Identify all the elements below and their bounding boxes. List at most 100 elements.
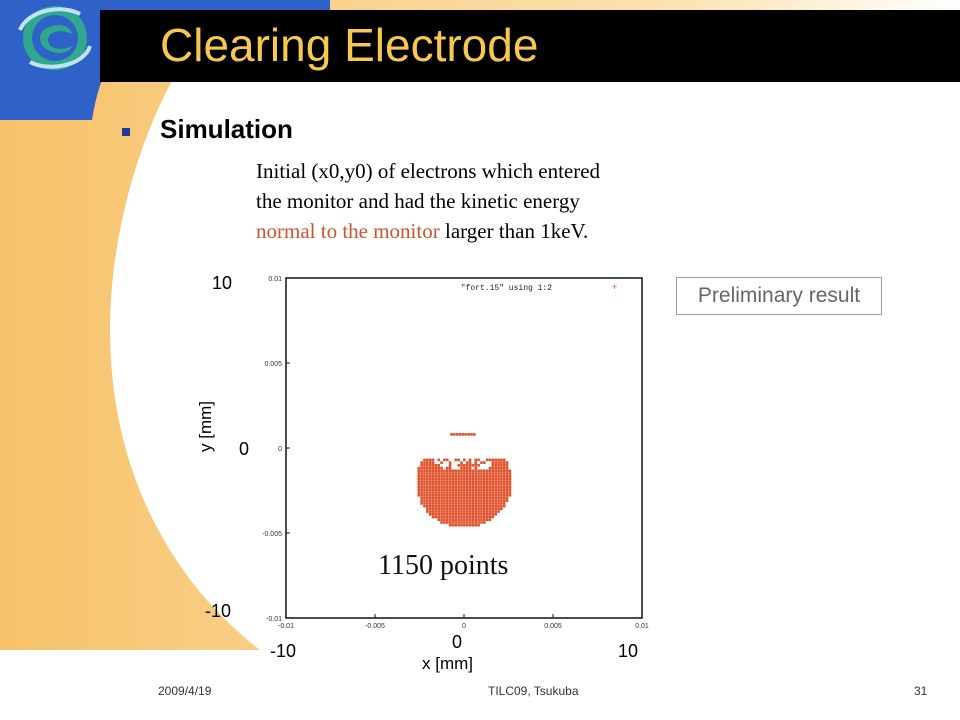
scatter-point <box>448 518 452 522</box>
scatter-point <box>423 458 426 462</box>
scatter-point <box>477 507 480 511</box>
scatter-point <box>420 485 423 489</box>
scatter-point <box>471 488 475 492</box>
scatter-point <box>448 510 452 513</box>
scatter-point <box>445 483 449 486</box>
scatter-point <box>491 483 495 486</box>
scatter-point <box>463 499 466 502</box>
scatter-point <box>437 510 441 513</box>
scatter-point <box>457 472 460 475</box>
scatter-point <box>505 485 509 489</box>
scatter-point <box>440 461 443 464</box>
scatter-point <box>468 477 472 481</box>
scatter-point <box>502 488 506 492</box>
scatter-point <box>448 485 452 489</box>
scatter-point <box>474 461 478 464</box>
scatter-point <box>443 472 446 475</box>
scatter-point <box>454 469 458 473</box>
scatter-point <box>460 521 463 524</box>
scatter-point <box>485 513 489 516</box>
scatter-point <box>451 485 455 489</box>
scatter-point <box>457 518 460 522</box>
scatter-point <box>431 480 435 483</box>
scatter-point <box>491 510 495 513</box>
scatter-point <box>488 485 492 489</box>
scatter-point <box>437 466 441 470</box>
scatter-point <box>471 510 475 513</box>
scatter-point <box>443 485 446 489</box>
scatter-point <box>426 480 429 483</box>
scatter-point <box>440 499 443 502</box>
scatter-point <box>482 483 486 486</box>
scatter-point <box>443 513 446 516</box>
scatter-point <box>482 485 486 489</box>
scatter-point <box>445 518 449 522</box>
scatter-point <box>457 483 460 486</box>
scatter-point <box>500 480 503 483</box>
scatter-point <box>494 510 497 513</box>
scatter-point <box>485 480 489 483</box>
scatter-point <box>426 493 429 497</box>
scatter-point <box>445 474 449 478</box>
scatter-point <box>465 477 469 481</box>
scatter-point <box>497 477 500 481</box>
scatter-point <box>437 515 441 519</box>
scatter-point <box>491 493 495 497</box>
scatter-point <box>477 477 480 481</box>
scatter-point <box>457 502 460 505</box>
scatter-point <box>471 477 475 481</box>
scatter-point <box>468 515 472 519</box>
scatter-point <box>463 515 466 519</box>
scatter-point <box>465 521 469 524</box>
scatter-point <box>460 483 463 486</box>
scatter-point <box>443 504 446 508</box>
scatter-point <box>494 472 497 475</box>
scatter-point <box>474 523 478 527</box>
scatter-point <box>474 488 478 492</box>
scatter-point <box>485 499 489 502</box>
scatter-point <box>463 466 466 470</box>
scatter-point <box>440 477 443 481</box>
scatter-point <box>474 472 478 475</box>
scatter-point <box>480 504 483 508</box>
scatter-point <box>431 458 435 462</box>
scatter-point <box>448 466 452 470</box>
scatter-point <box>448 499 452 502</box>
scatter-point <box>445 485 449 489</box>
scatter-point <box>426 458 429 462</box>
scatter-point <box>491 496 495 500</box>
scatter-point <box>494 466 497 470</box>
footer-page: 31 <box>914 684 928 698</box>
scatter-point <box>440 480 443 483</box>
scatter-point <box>468 466 472 470</box>
scatter-point <box>451 493 455 497</box>
scatter-point <box>443 518 446 522</box>
scatter-point <box>465 485 469 489</box>
scatter-point <box>457 513 460 516</box>
scatter-point <box>454 472 458 475</box>
scatter-point <box>494 458 497 462</box>
scatter-point <box>437 491 441 494</box>
scatter-point <box>440 472 443 475</box>
scatter-point <box>471 493 475 497</box>
scatter-point <box>437 496 441 500</box>
scatter-point <box>451 496 455 500</box>
scatter-point <box>468 491 472 494</box>
scatter-point <box>477 496 480 500</box>
scatter-point <box>474 491 478 494</box>
scatter-point <box>463 502 466 505</box>
scatter-point <box>423 491 426 494</box>
scatter-point <box>477 521 480 524</box>
scatter-point <box>488 474 492 478</box>
scatter-point <box>463 483 466 486</box>
scatter-point <box>460 518 463 522</box>
scatter-point <box>500 458 503 462</box>
scatter-point <box>488 472 492 475</box>
scatter-point <box>477 472 480 475</box>
scatter-point <box>445 472 449 475</box>
description: Initial (x0,y0) of electrons which enter… <box>256 156 716 246</box>
scatter-point <box>428 472 432 475</box>
scatter-point <box>454 507 458 511</box>
scatter-point <box>480 515 483 519</box>
scatter-point <box>463 485 466 489</box>
